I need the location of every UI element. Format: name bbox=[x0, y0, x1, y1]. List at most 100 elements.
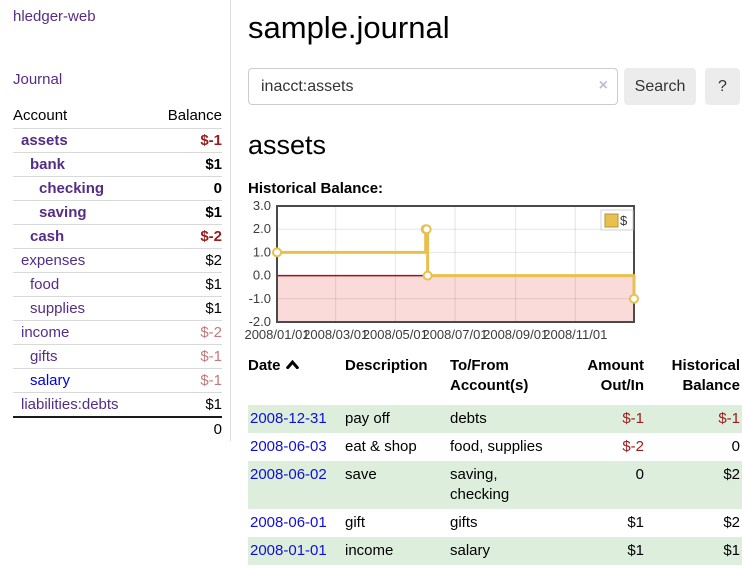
register-header-date[interactable]: Date bbox=[248, 356, 345, 405]
svg-text:-1.0: -1.0 bbox=[249, 291, 271, 306]
svg-text:0.0: 0.0 bbox=[253, 268, 271, 283]
svg-text:2008/11/01: 2008/11/01 bbox=[543, 327, 607, 342]
svg-text:2008/07/01: 2008/07/01 bbox=[422, 327, 487, 342]
account-link[interactable]: supplies bbox=[30, 300, 85, 317]
transaction-accounts: food, supplies bbox=[450, 433, 558, 461]
transaction-accounts: debts bbox=[450, 405, 558, 433]
accounts-total-value: 0 bbox=[151, 417, 222, 441]
account-link[interactable]: expenses bbox=[21, 252, 85, 269]
search-button[interactable]: Search bbox=[624, 68, 696, 105]
table-row: 2008-06-01giftgifts$1$2 bbox=[248, 509, 742, 537]
account-balance: $1 bbox=[151, 393, 222, 418]
account-balance: $1 bbox=[151, 201, 222, 225]
account-balance: $-1 bbox=[151, 369, 222, 393]
register-header-balance: Historical Balance bbox=[646, 356, 742, 405]
account-balance: $-1 bbox=[151, 345, 222, 369]
account-row: gifts $-1 bbox=[13, 345, 222, 369]
transaction-description: gift bbox=[345, 509, 450, 537]
register-table: Date Description To/From Account(s) Amou… bbox=[248, 356, 742, 565]
account-row: food $1 bbox=[13, 273, 222, 297]
transaction-date-link[interactable]: 2008-06-01 bbox=[250, 514, 327, 531]
transaction-amount: 0 bbox=[558, 461, 646, 509]
transaction-balance: $2 bbox=[646, 509, 742, 537]
account-link[interactable]: salary bbox=[30, 372, 70, 389]
svg-text:3.0: 3.0 bbox=[253, 198, 271, 213]
account-row: income $-2 bbox=[13, 321, 222, 345]
svg-text:$: $ bbox=[620, 213, 628, 228]
transaction-amount: $1 bbox=[558, 509, 646, 537]
account-balance: $-2 bbox=[151, 321, 222, 345]
account-balance: $1 bbox=[151, 273, 222, 297]
register-header-description: Description bbox=[345, 356, 450, 405]
sidebar: hledger-web Journal Account Balance asse… bbox=[0, 0, 231, 441]
accounts-table: Account Balance assets $-1 bank $1 checking 0… bbox=[13, 104, 222, 441]
transaction-amount: $-1 bbox=[558, 405, 646, 433]
search-input[interactable] bbox=[248, 68, 618, 105]
sidebar-item-journal[interactable]: Journal bbox=[13, 71, 222, 88]
account-row: expenses$2 bbox=[13, 249, 222, 273]
account-row: salary $-1 bbox=[13, 369, 222, 393]
page-title: sample.journal bbox=[248, 10, 742, 46]
svg-text:2.0: 2.0 bbox=[253, 221, 271, 236]
account-row: cash $-2 bbox=[13, 225, 222, 249]
account-row: supplies$1 bbox=[13, 297, 222, 321]
account-row: assets $-1 bbox=[13, 129, 222, 153]
search-bar: × Search ? bbox=[248, 68, 742, 105]
app-title-link[interactable]: hledger-web bbox=[13, 8, 222, 25]
accounts-header-account: Account bbox=[13, 104, 151, 129]
transaction-balance: 0 bbox=[646, 433, 742, 461]
transaction-date-link[interactable]: 2008-06-03 bbox=[250, 438, 327, 455]
account-link[interactable]: income bbox=[21, 324, 69, 341]
app-layout: hledger-web Journal Account Balance asse… bbox=[0, 0, 742, 565]
account-link[interactable]: gifts bbox=[30, 348, 58, 365]
account-link[interactable]: bank bbox=[30, 156, 65, 173]
transaction-date-link[interactable]: 2008-12-31 bbox=[250, 410, 327, 427]
account-balance: $-1 bbox=[151, 129, 222, 153]
help-button[interactable]: ? bbox=[705, 68, 740, 105]
svg-text:2008/01/01: 2008/01/01 bbox=[244, 327, 309, 342]
table-row: 2008-06-03 eat & shopfood, supplies$-20 bbox=[248, 433, 742, 461]
transaction-accounts: saving, checking bbox=[450, 461, 558, 509]
accounts-body: assets$-1bank$1checking0saving$1cash$-2e… bbox=[13, 129, 222, 418]
account-link[interactable]: saving bbox=[39, 204, 87, 221]
transaction-date-link[interactable]: 2008-01-01 bbox=[250, 542, 327, 559]
svg-text:2008/05/01: 2008/05/01 bbox=[363, 327, 428, 342]
account-row: checking 0 bbox=[13, 177, 222, 201]
account-link[interactable]: liabilities:debts bbox=[21, 396, 119, 413]
clear-search-icon[interactable]: × bbox=[599, 77, 608, 95]
transaction-date-link[interactable]: 2008-06-02 bbox=[250, 466, 327, 483]
account-balance: 0 bbox=[151, 177, 222, 201]
transaction-amount: $-2 bbox=[558, 433, 646, 461]
account-row: saving $1 bbox=[13, 201, 222, 225]
svg-text:2008/09/01: 2008/09/01 bbox=[483, 327, 548, 342]
account-balance: $1 bbox=[151, 153, 222, 177]
table-row: 2008-06-02 savesaving, checking0$2 bbox=[248, 461, 742, 509]
register-header-accounts: To/From Account(s) bbox=[450, 356, 558, 405]
table-row: 2008-01-01incomesalary$1$1 bbox=[248, 537, 742, 565]
register-body: 2008-12-31pay offdebts$-1$-12008-06-03ea… bbox=[248, 405, 742, 565]
transaction-description: income bbox=[345, 537, 450, 565]
account-link[interactable]: checking bbox=[39, 180, 104, 197]
transaction-balance: $1 bbox=[646, 537, 742, 565]
transaction-accounts: salary bbox=[450, 537, 558, 565]
chart-title: Historical Balance: bbox=[248, 180, 742, 197]
main-panel: sample.journal × Search ? assets Histori… bbox=[231, 0, 742, 565]
account-row: liabilities:debts $1 bbox=[13, 393, 222, 418]
sort-ascending-icon bbox=[286, 360, 299, 369]
balance-chart: 3.02.01.00.0-1.0-2.02008/01/012008/03/01… bbox=[248, 204, 718, 344]
accounts-total-row: 0 bbox=[13, 417, 222, 441]
register-header-row: Date Description To/From Account(s) Amou… bbox=[248, 356, 742, 405]
account-link[interactable]: cash bbox=[30, 228, 64, 245]
transaction-balance: $2 bbox=[646, 461, 742, 509]
register-header-amount: Amount Out/In bbox=[558, 356, 646, 405]
transaction-description: save bbox=[345, 461, 450, 509]
account-balance: $-2 bbox=[151, 225, 222, 249]
account-row: bank $1 bbox=[13, 153, 222, 177]
account-link[interactable]: assets bbox=[21, 132, 68, 149]
transaction-description: eat & shop bbox=[345, 433, 450, 461]
accounts-header-balance: Balance bbox=[151, 104, 222, 129]
account-link[interactable]: food bbox=[30, 276, 59, 293]
svg-text:2008/03/01: 2008/03/01 bbox=[303, 327, 368, 342]
account-heading: assets bbox=[248, 130, 742, 161]
transaction-amount: $1 bbox=[558, 537, 646, 565]
